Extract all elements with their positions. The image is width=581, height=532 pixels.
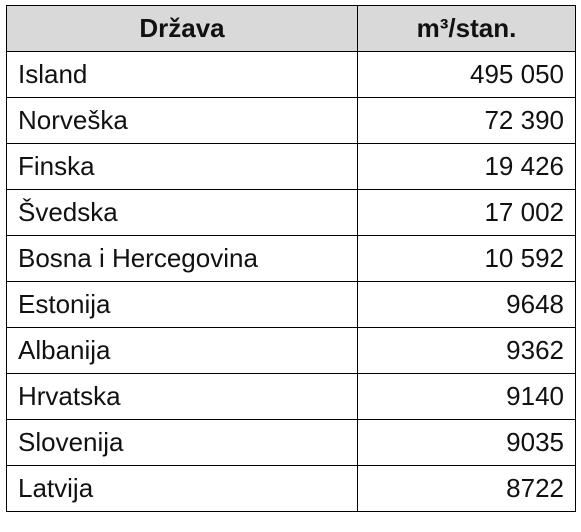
country-cell: Estonija (6, 281, 358, 328)
table-row: Finska 19 426 (6, 143, 576, 190)
value-cell: 9140 (357, 373, 576, 420)
country-cell: Latvija (6, 465, 358, 512)
country-cell: Island (6, 51, 358, 98)
data-table: Država m³/stan. Island 495 050 Norveška 72 … (6, 5, 576, 512)
table-row: Švedska 17 002 (6, 189, 576, 236)
value-cell: 72 390 (357, 97, 576, 144)
table-row: Slovenija 9035 (6, 419, 576, 466)
country-cell: Finska (6, 143, 358, 190)
country-cell: Norveška (6, 97, 358, 144)
value-cell: 9362 (357, 327, 576, 374)
table-row: Norveška 72 390 (6, 97, 576, 144)
table-header: Država m³/stan. (6, 5, 576, 52)
value-cell: 19 426 (357, 143, 576, 190)
value-cell: 10 592 (357, 235, 576, 282)
header-cell: Država (6, 5, 358, 52)
country-cell: Slovenija (6, 419, 358, 466)
header-row: Država m³/stan. (6, 5, 576, 52)
table-row: Hrvatska 9140 (6, 373, 576, 420)
country-cell: Švedska (6, 189, 358, 236)
table-row: Latvija 8722 (6, 465, 576, 512)
country-cell: Bosna i Hercegovina (6, 235, 358, 282)
table-row: Bosna i Hercegovina 10 592 (6, 235, 576, 282)
country-cell: Albanija (6, 327, 358, 374)
value-cell: 9648 (357, 281, 576, 328)
table-row: Estonija 9648 (6, 281, 576, 328)
table-row: Albanija 9362 (6, 327, 576, 374)
header-cell: m³/stan. (357, 5, 576, 52)
table-body: Island 495 050 Norveška 72 390 Finska 19 426 Š… (6, 51, 576, 512)
value-cell: 8722 (357, 465, 576, 512)
country-cell: Hrvatska (6, 373, 358, 420)
table-row: Island 495 050 (6, 51, 576, 98)
value-cell: 495 050 (357, 51, 576, 98)
value-cell: 9035 (357, 419, 576, 466)
value-cell: 17 002 (357, 189, 576, 236)
